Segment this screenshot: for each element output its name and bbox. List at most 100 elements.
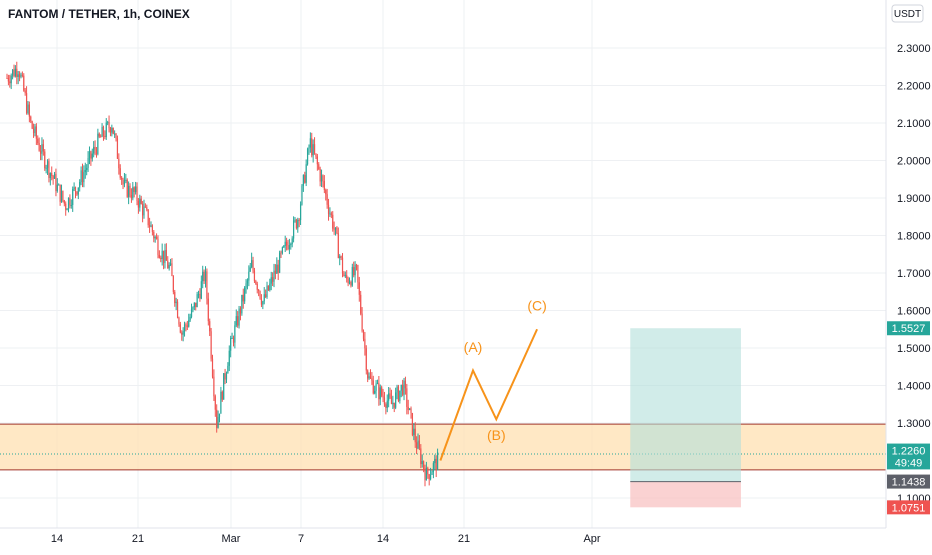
candle-body <box>51 173 53 176</box>
candle-body <box>274 270 277 274</box>
candle-body <box>74 187 77 192</box>
candle-body <box>185 324 187 326</box>
candle-body <box>298 219 300 221</box>
candle-body <box>351 267 353 286</box>
candle-body <box>174 291 176 304</box>
candle-body <box>224 373 226 380</box>
candle-body <box>241 294 243 314</box>
candle-body <box>63 200 65 204</box>
candle-body <box>327 204 330 214</box>
candle-body <box>44 151 46 169</box>
candle-body <box>160 257 162 259</box>
candle-body <box>410 408 412 414</box>
candle-body <box>396 386 398 393</box>
candle-body <box>97 133 99 155</box>
y-tick-label: 1.7000 <box>897 268 931 280</box>
candle-body <box>52 175 54 179</box>
candle-body <box>286 241 288 246</box>
candle-body <box>200 281 202 299</box>
candle-body <box>255 281 257 284</box>
candle-body <box>259 291 261 299</box>
candle-body <box>72 189 74 205</box>
candle-body <box>83 172 85 183</box>
candle-body <box>88 151 91 158</box>
candle-body <box>18 74 21 78</box>
candle-body <box>389 393 391 398</box>
candle-body <box>128 185 130 197</box>
candle-body <box>267 285 270 291</box>
stop-area[interactable] <box>630 481 741 508</box>
candle-body <box>94 146 96 150</box>
candle-body <box>434 458 436 464</box>
candle-body <box>262 301 264 305</box>
candle-body <box>34 126 36 134</box>
candle-body <box>258 289 260 292</box>
candle-body <box>253 270 256 282</box>
candle-body <box>181 332 183 335</box>
candle-body <box>355 264 358 266</box>
candle-body <box>288 244 290 250</box>
candle-body <box>48 161 50 178</box>
candle-body <box>350 282 352 286</box>
candle-body <box>24 90 26 94</box>
candle-body <box>140 198 142 204</box>
candle-body <box>66 209 68 211</box>
candle-body <box>319 168 321 182</box>
candle-body <box>411 413 414 435</box>
candle-body <box>393 402 395 408</box>
candle-body <box>23 75 25 91</box>
candle-body <box>37 138 39 144</box>
candle-body <box>435 458 437 471</box>
candle-body <box>46 161 49 168</box>
candle-body <box>372 380 374 394</box>
candle-body <box>199 294 201 299</box>
candle-body <box>30 116 32 122</box>
candle-body <box>392 402 394 405</box>
candle-body <box>132 187 134 199</box>
candle-body <box>203 271 205 282</box>
candle-body <box>195 302 197 308</box>
candle-body <box>381 387 383 396</box>
candle-body <box>418 440 421 449</box>
price-tag-label: 1.1438 <box>892 477 926 489</box>
currency-button[interactable]: USDT <box>891 4 924 23</box>
candle-body <box>59 184 61 202</box>
target-area[interactable] <box>630 328 741 482</box>
candle-body <box>364 338 366 349</box>
candle-body <box>325 189 327 195</box>
candle-body <box>157 238 159 255</box>
price-tag <box>887 500 930 515</box>
candle-body <box>41 144 43 154</box>
candle-body <box>244 287 246 302</box>
candle-body <box>100 136 102 138</box>
candle-body <box>290 244 292 246</box>
y-tick-label: 2.3000 <box>897 43 931 55</box>
candle-body <box>107 122 109 124</box>
candle-body <box>383 397 386 405</box>
candle-body <box>42 144 44 152</box>
candle-body <box>182 331 184 335</box>
candle-body <box>406 388 408 407</box>
wave-label: (B) <box>487 427 506 443</box>
candle-body <box>368 376 370 379</box>
wave-label: (A) <box>464 339 483 355</box>
candle-body <box>91 153 93 159</box>
candle-body <box>385 404 387 408</box>
candle-body <box>428 474 430 480</box>
candle-body <box>25 93 28 113</box>
candle-body <box>251 260 253 268</box>
long-position-tool[interactable] <box>630 328 741 508</box>
candle-body <box>354 264 356 276</box>
candle-body <box>155 237 158 239</box>
candle-body <box>105 122 107 138</box>
y-tick-label: 1.4000 <box>897 381 931 393</box>
candle-body <box>81 170 84 183</box>
candle-body <box>245 283 247 288</box>
candle-body <box>374 390 376 394</box>
candle-body <box>7 78 9 82</box>
elliott-wave: (A) (B) (C) <box>439 298 547 461</box>
candle-body <box>27 104 29 113</box>
